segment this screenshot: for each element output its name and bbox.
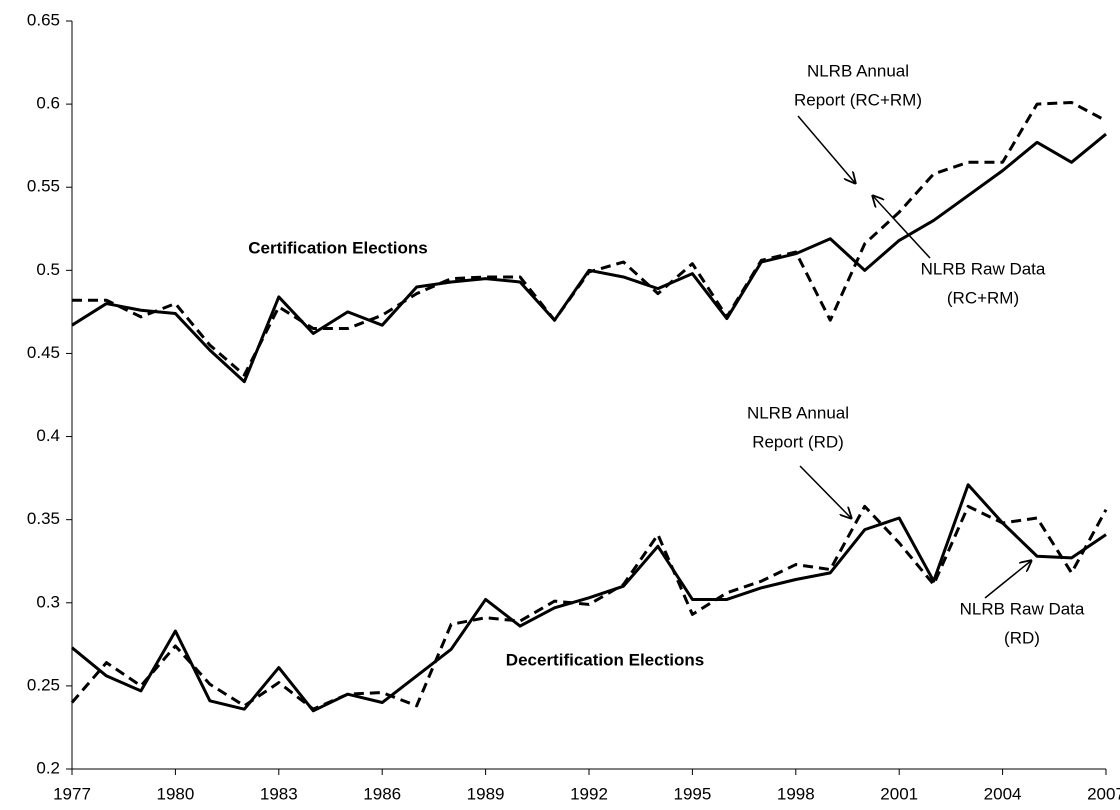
annotation: NLRB Raw Data [921,259,1046,278]
y-tick-label: 0.55 [27,177,60,196]
y-tick-label: 0.3 [36,592,60,611]
y-tick-label: 0.45 [27,343,60,362]
x-tick-label: 1992 [570,784,608,803]
annotation: NLRB Annual [747,403,849,422]
x-tick-label: 2004 [984,784,1022,803]
line-series [71,483,1107,713]
y-tick-label: 0.6 [36,94,60,113]
annotation: Certification Elections [248,238,427,257]
y-tick-label: 0.65 [27,10,60,29]
x-tick-label: 1995 [673,784,711,803]
annotation: (RC+RM) [947,288,1019,307]
x-tick-label: 2007 [1087,784,1120,803]
x-tick-label: 1977 [53,784,91,803]
y-tick-label: 0.5 [36,260,60,279]
x-tick-label: 1980 [156,784,194,803]
line-series [70,504,1108,711]
x-tick-label: 2001 [880,784,918,803]
annotation: Report (RD) [752,432,844,451]
x-tick-label: 1983 [260,784,298,803]
annotation: NLRB Annual [807,61,909,80]
annotation: Report (RC+RM) [794,90,922,109]
line-series [71,132,1107,384]
annotation: Decertification Elections [506,650,704,669]
annotation: NLRB Raw Data [960,599,1085,618]
x-tick-label: 1989 [467,784,505,803]
line-series [72,100,1107,377]
y-tick-label: 0.4 [36,426,60,445]
y-tick-label: 0.35 [27,509,60,528]
x-tick-label: 1986 [363,784,401,803]
arrow [799,465,852,519]
x-tick-label: 1998 [777,784,815,803]
y-tick-label: 0.2 [36,758,60,777]
arrow [797,115,856,184]
y-tick-label: 0.25 [27,675,60,694]
annotation: (RD) [1004,628,1040,647]
arrow [984,560,1032,599]
arrow [872,195,931,259]
